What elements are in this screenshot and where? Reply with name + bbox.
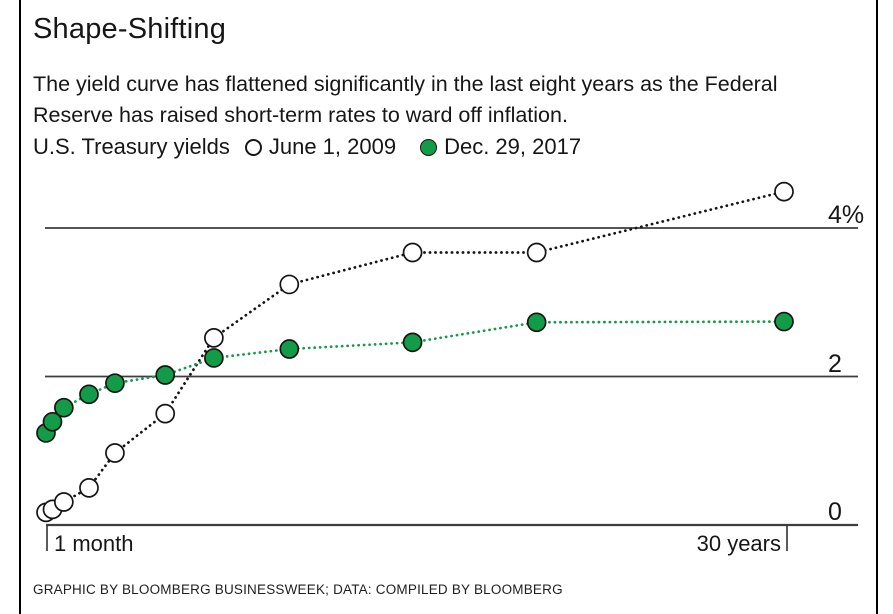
- x-axis-label-30-years: 30 years: [696, 531, 781, 556]
- legend-item-2009: June 1, 2009: [244, 134, 397, 160]
- legend-title: U.S. Treasury yields: [33, 134, 230, 159]
- legend-item-2017: Dec. 29, 2017: [420, 134, 581, 160]
- legend-item-2009-label: June 1, 2009: [268, 134, 397, 159]
- y-axis-label-0: 0: [828, 498, 842, 526]
- footer-credit: GRAPHIC BY BLOOMBERG BUSINESSWEEK; DATA:…: [33, 582, 563, 597]
- subtitle-line-1: The yield curve has flattened significan…: [33, 72, 778, 96]
- legend-item-2017-label: Dec. 29, 2017: [444, 134, 582, 159]
- right-frame-line: [876, 0, 878, 614]
- page-title: Shape-Shifting: [33, 13, 227, 45]
- left-frame-line: [19, 0, 21, 614]
- open-circle-marker-icon: [244, 138, 262, 156]
- chart-subtitle: The yield curve has flattened significan…: [33, 69, 778, 131]
- green-circle-marker-icon: [420, 138, 438, 156]
- x-axis-label-1-month: 1 month: [54, 531, 134, 556]
- subtitle-line-2: Reserve has raised short-term rates to w…: [33, 103, 568, 127]
- y-axis-label-2: 2: [828, 350, 842, 378]
- chart-legend: U.S. Treasury yields June 1, 2009 Dec. 2…: [33, 132, 605, 162]
- y-axis-label-4pct: 4%: [828, 201, 865, 229]
